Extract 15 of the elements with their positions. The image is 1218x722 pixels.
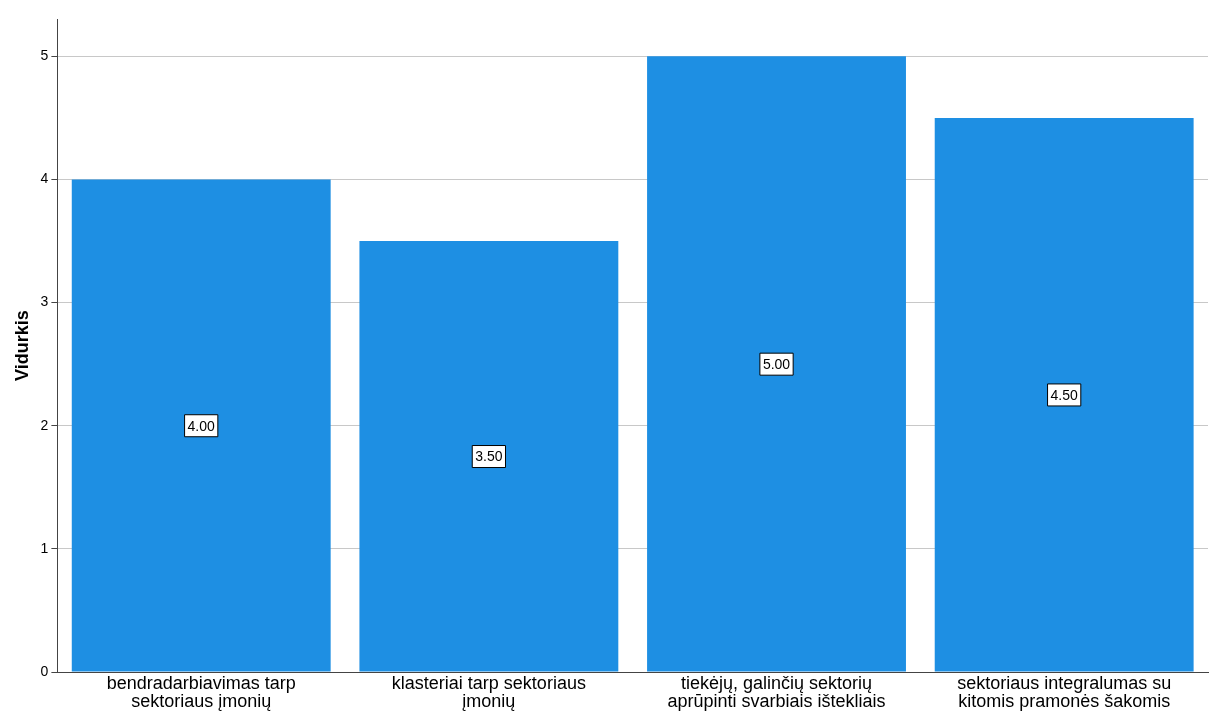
- y-tick-label: 1: [40, 539, 49, 556]
- data-label: 4.00: [187, 417, 216, 434]
- x-tick-label: sektoriaus integralumas su kitomis pramonės šakomis: [957, 672, 1172, 711]
- y-tick-label: 2: [40, 416, 49, 433]
- y-tick-label: 5: [40, 47, 49, 64]
- data-label: 5.00: [762, 356, 791, 373]
- data-label: 4.50: [1050, 386, 1079, 403]
- x-tick-label: klasteriai tarp sektoriaus įmonių: [391, 672, 586, 711]
- x-tick-label: bendradarbiavimas tarp sektoriaus įmonių: [106, 672, 296, 711]
- y-axis-title: Vidurkis: [11, 310, 32, 382]
- x-tick-label: tiekėjų, galinčių sektorių aprūpinti svarbiais ištekliais: [667, 672, 886, 711]
- y-tick-label: 0: [40, 662, 49, 679]
- data-label: 3.50: [475, 448, 503, 465]
- y-tick-label: 4: [40, 170, 49, 187]
- y-tick-label: 3: [40, 293, 49, 310]
